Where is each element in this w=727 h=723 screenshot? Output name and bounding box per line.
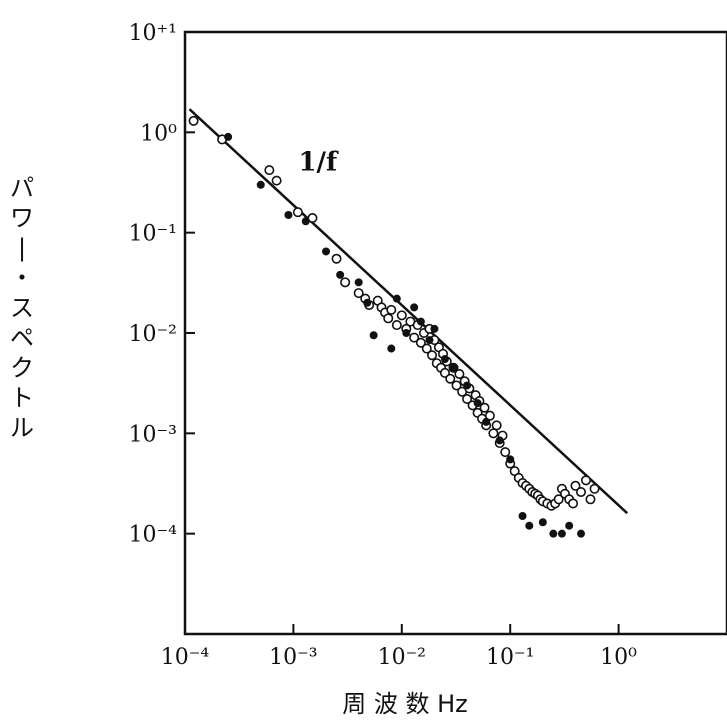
data-point-open	[501, 448, 509, 456]
data-point-filled	[496, 436, 504, 444]
data-point-open	[265, 166, 273, 174]
data-point-filled	[558, 530, 566, 538]
y-tick-label: 10⁻¹	[129, 222, 177, 247]
data-point-open	[480, 404, 488, 412]
data-point-filled	[549, 530, 557, 538]
data-point-filled	[506, 455, 514, 463]
x-tick-label: 10⁻¹	[486, 645, 534, 670]
data-point-open	[569, 499, 577, 507]
data-point-open	[387, 306, 395, 314]
data-point-filled	[430, 325, 438, 333]
y-tick-label: 10⁻⁴	[129, 523, 178, 548]
y-tick-label: 10⁺¹	[129, 21, 177, 46]
data-point-filled	[577, 530, 585, 538]
data-points	[189, 117, 598, 538]
data-point-filled	[410, 303, 418, 311]
y-tick-label: 10⁻³	[129, 422, 177, 447]
data-point-open	[384, 314, 392, 322]
x-tick-label: 10⁻⁴	[161, 645, 210, 670]
data-point-open	[492, 421, 500, 429]
x-axis-ticks: 10⁻⁴ 10⁻³ 10⁻² 10⁻¹ 10⁰	[161, 624, 637, 670]
data-point-filled	[482, 418, 490, 426]
data-point-open	[189, 117, 197, 125]
data-point-filled	[284, 211, 292, 219]
data-point-open	[272, 176, 280, 184]
data-point-open	[428, 351, 436, 359]
x-tick-label: 10⁻³	[269, 645, 317, 670]
data-point-open	[393, 321, 401, 329]
data-point-open	[590, 485, 598, 493]
x-tick-label: 10⁻²	[378, 645, 426, 670]
data-point-filled	[441, 355, 449, 363]
data-point-open	[341, 278, 349, 286]
data-point-filled	[387, 345, 395, 353]
data-point-filled	[519, 512, 527, 520]
data-point-filled	[425, 336, 433, 344]
plot-frame	[185, 32, 727, 634]
data-point-filled	[370, 331, 378, 339]
data-point-filled	[302, 217, 310, 225]
x-axis-label: 周 波 数 Hz	[342, 690, 468, 718]
data-point-filled	[450, 364, 458, 372]
data-point-filled	[336, 271, 344, 279]
y-axis-label: パワ|・スペクトル	[10, 174, 34, 442]
data-point-filled	[565, 522, 573, 530]
data-point-open	[332, 255, 340, 263]
data-point-filled	[322, 247, 330, 255]
data-point-open	[586, 495, 594, 503]
data-point-filled	[525, 522, 533, 530]
data-point-filled	[355, 278, 363, 286]
fit-line-group	[189, 109, 627, 513]
data-point-filled	[539, 518, 547, 526]
data-point-filled	[393, 295, 401, 303]
y-tick-label: 10⁻²	[129, 322, 177, 347]
x-tick-label: 10⁰	[600, 645, 637, 670]
y-tick-label: 10⁰	[140, 121, 177, 146]
data-point-open	[446, 375, 454, 383]
data-point-open	[398, 311, 406, 319]
data-point-filled	[417, 318, 425, 326]
data-point-filled	[402, 329, 410, 337]
data-point-filled	[474, 399, 482, 407]
data-point-open	[582, 476, 590, 484]
data-point-filled	[224, 133, 232, 141]
annotation-1-over-f: 1/f	[298, 148, 339, 178]
data-point-filled	[257, 181, 265, 189]
data-point-open	[577, 488, 585, 496]
data-point-open	[294, 208, 302, 216]
data-point-open	[489, 429, 497, 437]
fit-line-1-over-f	[189, 109, 627, 513]
data-point-filled	[463, 381, 471, 389]
data-point-filled	[363, 299, 371, 307]
